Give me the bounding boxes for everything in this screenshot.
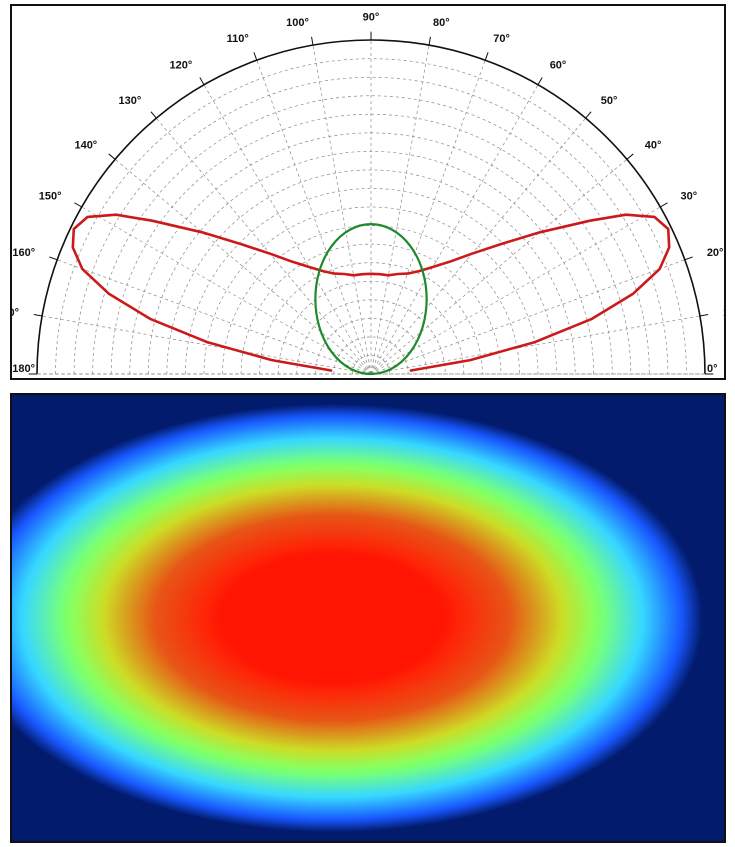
angle-tick — [253, 52, 258, 61]
grid-spoke — [370, 117, 586, 375]
grid-ring — [73, 77, 669, 375]
grid-ring — [240, 243, 502, 375]
grid-spoke — [42, 315, 372, 375]
angle-tick — [484, 52, 489, 61]
grid-ring — [203, 206, 539, 375]
angle-tick — [699, 314, 709, 317]
grid-spoke — [312, 45, 372, 375]
grid-spoke — [370, 206, 661, 375]
heatmap-panel — [10, 393, 726, 843]
angle-tick — [108, 153, 116, 160]
grid-ring — [185, 188, 557, 375]
angle-tick-label: 20° — [707, 247, 724, 259]
angle-tick — [585, 111, 592, 119]
grid-spoke — [114, 159, 372, 375]
grid-ring — [110, 114, 632, 375]
angle-tick — [311, 36, 314, 46]
angle-tick-label: 30° — [681, 190, 698, 202]
polar-chart: 0° 10° 20° 30° 40° 50° 60° 70° 80° 90° 100° 110° 120… — [12, 12, 724, 376]
angle-tick — [199, 77, 205, 85]
angle-tick — [74, 202, 82, 208]
outer-arc — [36, 39, 706, 375]
grid-spoke — [81, 206, 372, 375]
grid-spoke — [156, 117, 372, 375]
grid-ring — [259, 262, 483, 375]
heatmap-image — [12, 395, 724, 841]
angle-tick — [49, 256, 58, 261]
angle-tick-label: 140° — [74, 139, 97, 151]
angle-tick-label: 40° — [645, 139, 662, 151]
angle-tick-label: 110° — [227, 33, 249, 45]
grid-spoke — [370, 60, 486, 375]
angle-tick — [684, 256, 693, 261]
grid-spoke — [370, 259, 685, 375]
grid-spoke — [370, 159, 628, 375]
grid-spoke — [203, 84, 372, 375]
angle-tick — [537, 77, 543, 85]
angle-tick-label: 70° — [493, 33, 510, 45]
angle-tick — [626, 153, 634, 160]
grid-ring — [314, 318, 428, 375]
grid-ring — [55, 58, 687, 375]
angle-tick-label: 130° — [119, 95, 142, 107]
angle-tick-label: 100° — [286, 17, 309, 29]
angle-tick-label: 150° — [39, 190, 62, 202]
angle-tick — [33, 314, 43, 317]
grid-spoke — [370, 45, 430, 375]
series-red-curve — [71, 213, 671, 372]
angle-tick-label: 180° — [12, 363, 35, 375]
angle-tick-label: 160° — [12, 247, 35, 259]
angle-tick-label: 90° — [363, 12, 380, 24]
grid-spoke — [57, 259, 372, 375]
angle-tick — [660, 202, 668, 208]
angle-tick-label: 80° — [433, 17, 450, 29]
angle-tick-label: 10° — [723, 307, 724, 319]
series-green-curve — [314, 223, 428, 376]
grid-ring — [352, 355, 390, 375]
angle-tick-label: 60° — [550, 59, 567, 71]
grid-spoke — [256, 60, 372, 375]
grid-spoke — [370, 315, 700, 375]
grid-spoke — [370, 84, 539, 375]
polar-chart-panel: 0° 10° 20° 30° 40° 50° 60° 70° 80° 90° 100° 110° 120… — [10, 4, 726, 380]
angle-tick — [150, 111, 157, 119]
angle-tick-label: 170° — [12, 307, 19, 319]
angle-tick-label: 120° — [170, 59, 193, 71]
angle-tick-label: 0° — [707, 363, 718, 375]
angle-tick — [428, 36, 431, 46]
angle-tick-label: 50° — [601, 95, 618, 107]
